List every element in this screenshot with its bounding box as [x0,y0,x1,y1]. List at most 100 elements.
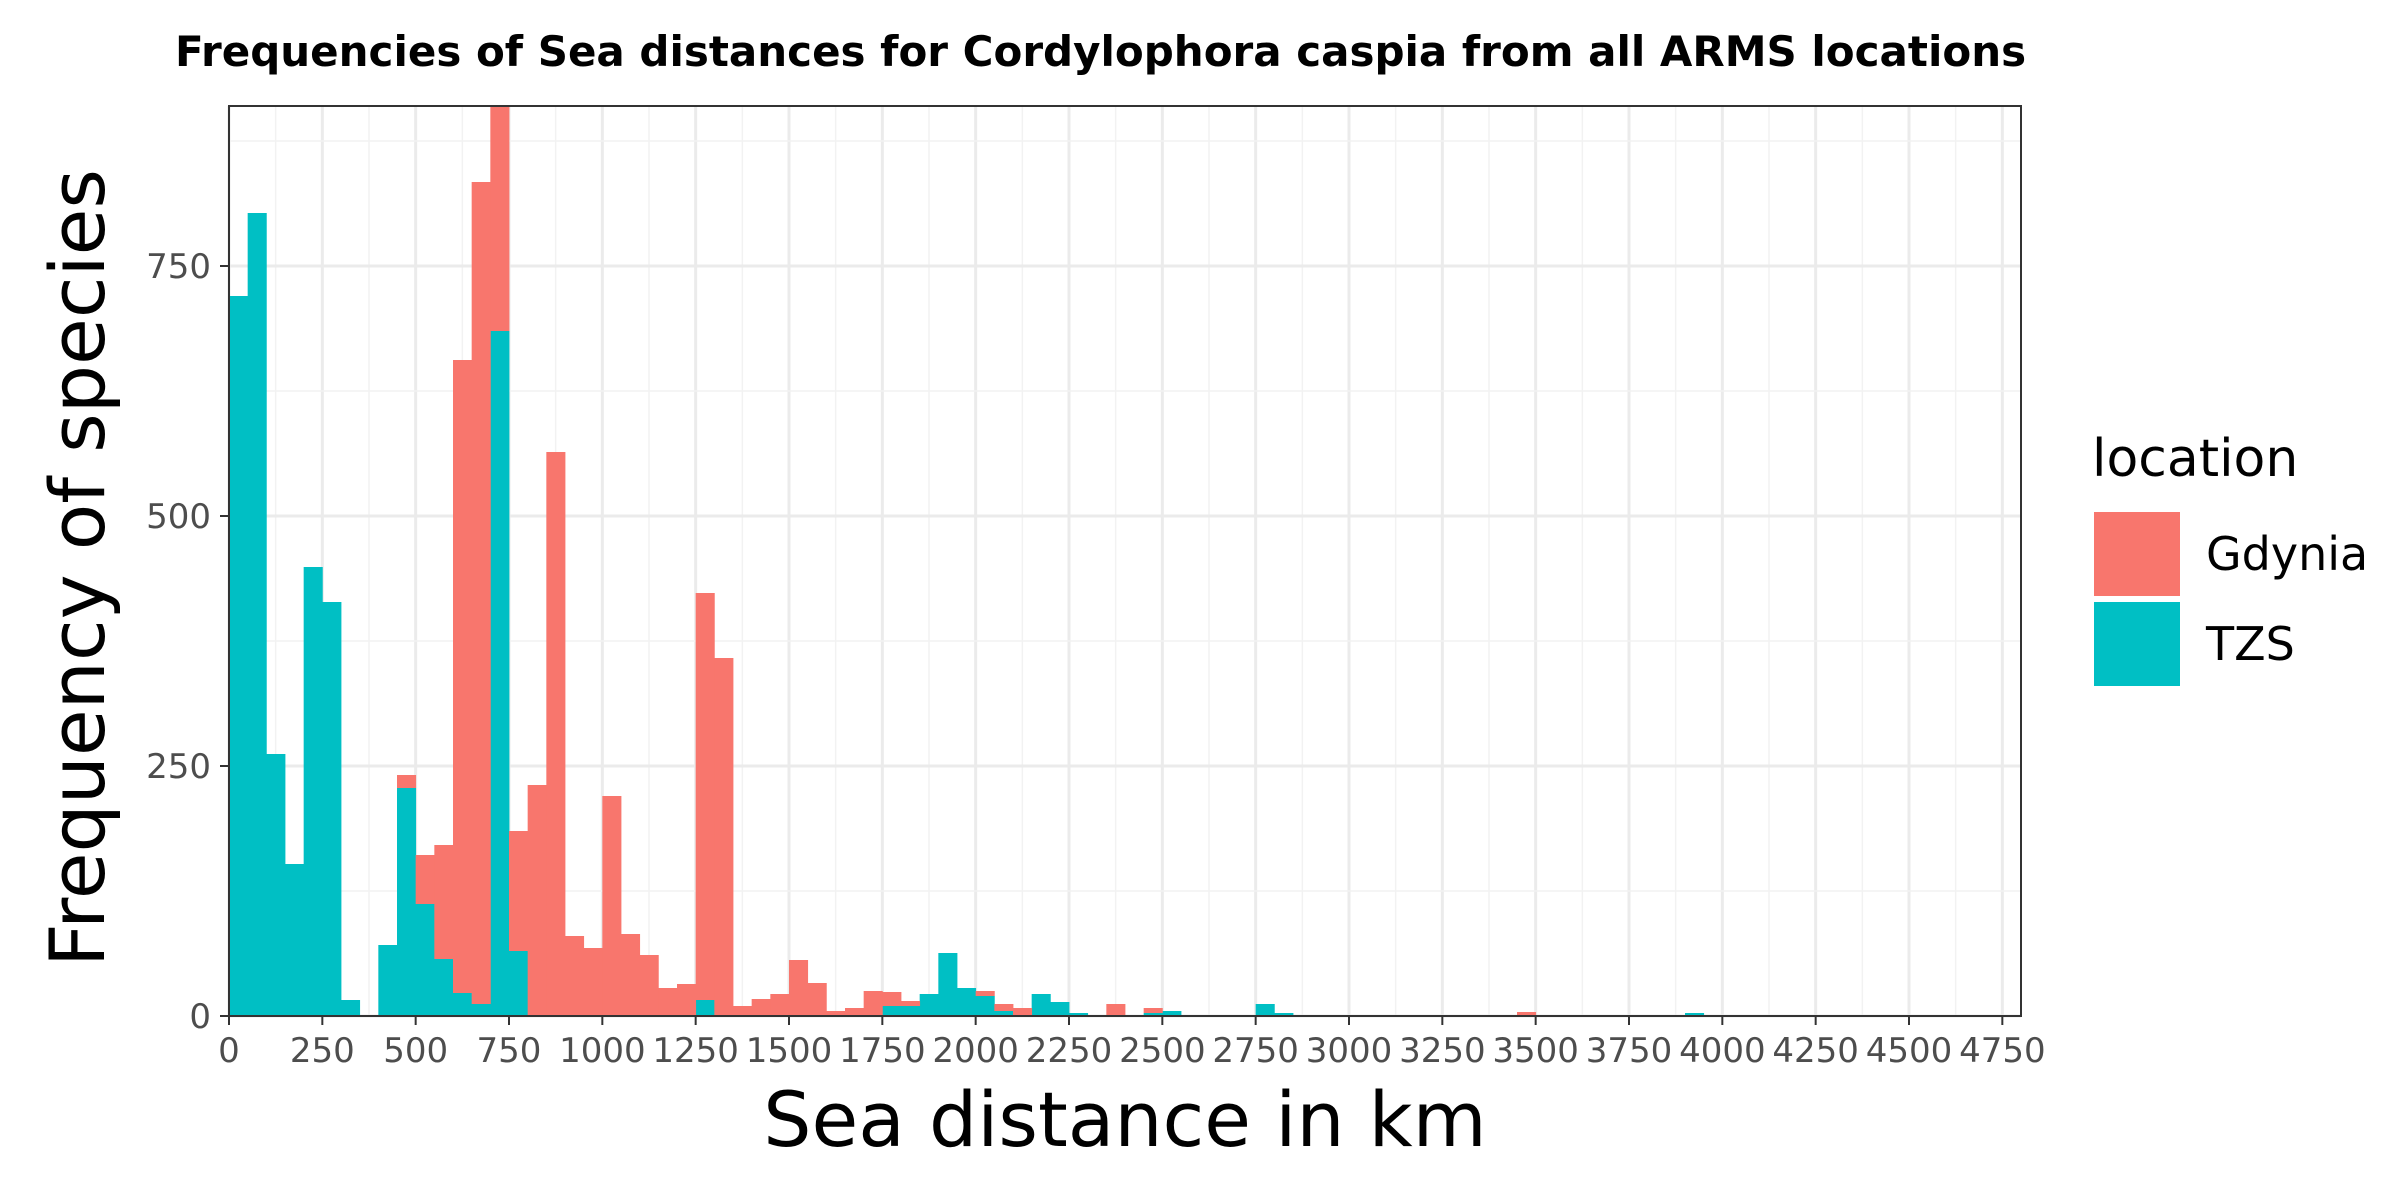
bar-tzs [303,567,323,1016]
bar-tzs [901,1006,921,1016]
bar-gdynia [397,775,417,788]
bar-gdynia [453,360,473,993]
x-tick-label: 4750 [1959,1031,2046,1071]
x-tick-label: 4000 [1679,1031,1766,1071]
bar-gdynia [733,1006,753,1016]
bar-gdynia [490,106,510,331]
x-tick-label: 1500 [746,1031,833,1071]
bar-gdynia [826,1011,846,1016]
legend-key-gdynia [2094,512,2180,596]
series-gdynia [397,106,1537,1016]
bar-gdynia [546,452,566,1016]
x-tick-label: 1250 [652,1031,739,1071]
x-tick-label: 3000 [1306,1031,1393,1071]
x-tick-label: 3500 [1492,1031,1579,1071]
bar-gdynia [751,999,771,1016]
bar-gdynia [583,948,603,1016]
bar-tzs [490,331,510,1016]
bar-tzs [1031,994,1051,1016]
bar-gdynia [1013,1008,1033,1016]
bar-gdynia [602,796,622,1016]
bar-tzs [1685,1013,1705,1016]
x-tick-label: 500 [383,1031,448,1071]
x-tick-label: 4250 [1772,1031,1859,1071]
bar-tzs [434,959,454,1016]
y-tick-label: 500 [146,497,211,537]
bar-tzs [247,213,267,1016]
x-tick-label: 1750 [839,1031,926,1071]
bar-tzs [1143,1013,1163,1016]
bar-tzs [1050,1002,1070,1016]
bar-tzs [509,951,529,1016]
legend-label-gdynia: Gdynia [2206,527,2368,581]
bar-tzs [322,602,342,1016]
bar-gdynia [807,983,827,1016]
plot-border [228,105,2022,1017]
x-tick-label: 3250 [1399,1031,1486,1071]
bar-gdynia [789,960,809,1016]
chart-title: Frequencies of Sea distances for Cordylo… [175,27,2026,76]
bar-tzs [397,788,417,1016]
x-tick-label: 750 [477,1031,542,1071]
bar-gdynia [658,988,678,1016]
bar-gdynia [901,1001,921,1006]
bar-tzs [378,945,398,1016]
bar-tzs [266,754,286,1016]
bar-gdynia [845,1008,865,1016]
bar-tzs [938,953,958,1016]
bar-tzs [229,296,249,1016]
bar-gdynia [471,182,491,1004]
bar-tzs [994,1011,1014,1016]
bar-tzs [453,993,473,1016]
bar-gdynia [882,992,902,1006]
bar-gdynia [975,991,995,996]
series-tzs [229,213,1705,1016]
bar-tzs [341,1000,361,1016]
bar-gdynia [677,984,697,1016]
x-tick-label: 2500 [1119,1031,1206,1071]
legend-title: location [2092,429,2298,489]
bar-tzs [695,1000,715,1016]
bar-gdynia [527,785,547,1016]
x-tick-label: 250 [290,1031,355,1071]
bar-tzs [882,1006,902,1016]
y-tick-label: 0 [189,997,211,1037]
bar-gdynia [415,855,435,904]
bar-tzs [1162,1011,1182,1016]
bar-gdynia [770,994,790,1016]
bar-tzs [1069,1013,1089,1016]
x-axis-label: Sea distance in km [763,1075,1486,1164]
bar-tzs [471,1004,491,1016]
legend-label-tzs: TZS [2205,617,2295,671]
bar-gdynia [621,934,641,1016]
x-axis: 0 250 500 750 1000 1250 1500 1750 2000 2250 2500 27… [218,1016,2046,1071]
bar-gdynia [1143,1008,1163,1013]
legend-key-tzs [2094,602,2180,686]
bar-tzs [415,904,435,1016]
y-axis-label: Frequency of species [33,169,122,967]
bar-gdynia [434,845,454,959]
bar-tzs [975,996,995,1016]
y-axis: 0 250 500 750 [146,247,229,1037]
x-tick-label: 2000 [932,1031,1019,1071]
bar-gdynia [639,955,659,1016]
x-tick-label: 1000 [559,1031,646,1071]
legend: location Gdynia TZS [2092,429,2368,686]
bar-gdynia [509,831,529,951]
bar-gdynia [1106,1004,1126,1016]
x-tick-label: 0 [218,1031,240,1071]
bar-tzs [1274,1013,1294,1016]
bar-gdynia [714,658,734,1016]
bar-gdynia [565,936,585,1016]
y-tick-label: 750 [146,247,211,287]
bar-tzs [285,864,305,1016]
bar-tzs [957,988,977,1016]
bar-gdynia [994,1004,1014,1011]
bar-tzs [1255,1004,1275,1016]
bar-gdynia [1517,1012,1537,1016]
x-tick-label: 2250 [1026,1031,1113,1071]
x-tick-label: 3750 [1586,1031,1673,1071]
bar-tzs [919,994,939,1016]
y-tick-label: 250 [146,747,211,787]
